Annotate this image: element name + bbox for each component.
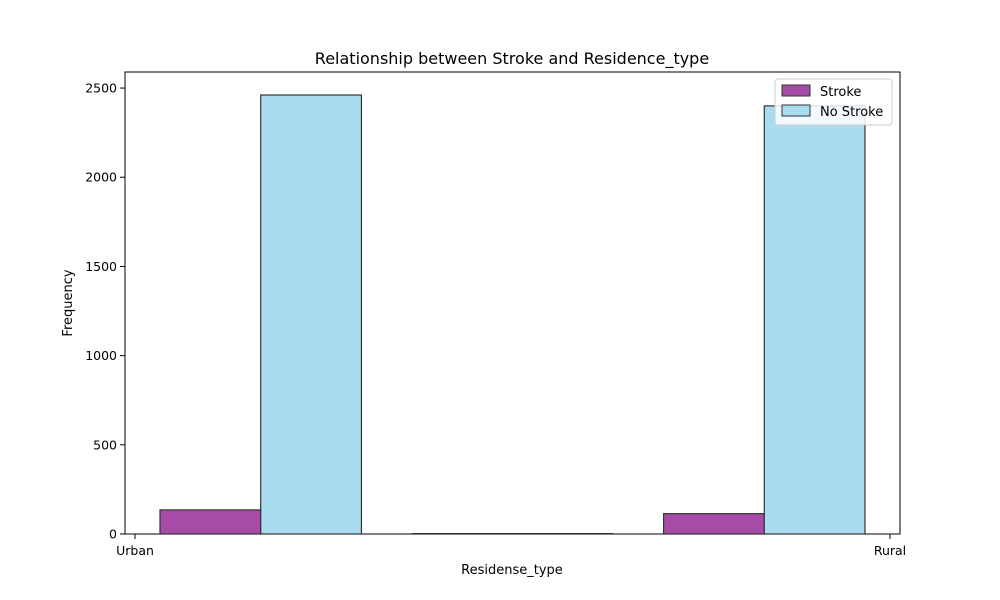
y-tick-label-3: 1500 (85, 259, 117, 274)
y-tick-label-1: 500 (93, 437, 117, 452)
x-tick-label-0: Urban (116, 543, 154, 558)
bar-stroke-urban (159, 509, 262, 535)
chart-title: Relationship between Stroke and Residenc… (315, 49, 709, 69)
x-axis: Urban Rural (116, 534, 906, 558)
bars (159, 94, 866, 535)
legend-label-stroke: Stroke (820, 85, 861, 100)
x-tick-label-1: Rural (874, 543, 906, 558)
legend-swatch-no-stroke (781, 104, 811, 117)
y-tick-label-4: 2000 (85, 170, 117, 185)
y-axis-label: Frequency (61, 269, 76, 336)
y-tick-label-2: 1000 (85, 348, 117, 363)
y-tick-label-5: 2500 (85, 81, 117, 96)
x-axis-label: Residense_type (461, 563, 563, 578)
bar-no-stroke-rural (763, 105, 866, 535)
bar-no-stroke-urban (260, 94, 363, 535)
y-tick-label-0: 0 (109, 527, 117, 542)
legend: Stroke No Stroke (774, 78, 893, 126)
legend-label-no-stroke: No Stroke (820, 105, 883, 120)
y-axis: 0 500 1000 1500 2000 2500 (85, 81, 125, 542)
bar-stroke-rural (662, 513, 765, 535)
legend-swatch-stroke (781, 84, 811, 97)
